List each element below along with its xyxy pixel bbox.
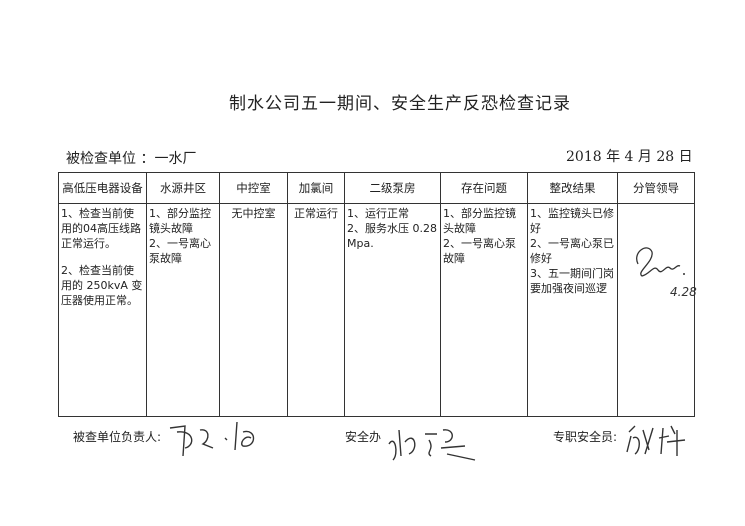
header-cell: 整改结果 bbox=[527, 172, 618, 204]
cell-line: 2、一号离心泵故障 bbox=[443, 237, 516, 265]
cell-leader-signature: 4.28 bbox=[617, 203, 697, 417]
table-header-row: 高低压电器设备 水源井区 中控室 加氯间 二级泵房 存在问题 整改结果 分管领导 bbox=[58, 172, 695, 204]
header-cell: 高低压电器设备 bbox=[58, 172, 147, 204]
document-title: 制水公司五一期间、安全生产反恐检查记录 bbox=[229, 94, 571, 114]
responsible-label: 被查单位负责人: bbox=[73, 430, 162, 444]
cell-pump-house: 1、运行正常 2、服务水压 0.28 Mpa. bbox=[344, 203, 441, 417]
responsible-signature bbox=[169, 421, 255, 457]
cell-line: 1、部分监控镜头故障 bbox=[149, 207, 211, 235]
inspection-date: 2018 年 4 月 28 日 bbox=[566, 149, 693, 165]
handwritten-signature: 4.28 bbox=[636, 247, 697, 299]
safety-office-label: 安全办 bbox=[345, 430, 382, 444]
cell-control-room: 无中控室 bbox=[219, 203, 288, 417]
cell-line: 3、五一期间门岗要加强夜间巡逻 bbox=[530, 267, 614, 295]
header-cell: 存在问题 bbox=[440, 172, 528, 204]
cell-line: 1、部分监控镜头故障 bbox=[443, 207, 516, 235]
header-cell: 水源井区 bbox=[146, 172, 220, 204]
cell-water-source: 1、部分监控镜头故障 2、一号离心泵故障 bbox=[146, 203, 220, 417]
cell-problems: 1、部分监控镜头故障 2、一号离心泵故障 bbox=[440, 203, 528, 417]
header-cell: 分管领导 bbox=[617, 172, 695, 204]
cell-line: 2、检查当前使用的 250kvA 变压器使用正常。 bbox=[61, 264, 143, 307]
signature-date: 4.28 bbox=[670, 285, 697, 299]
cell-line: 2、一号离心泵已修好 bbox=[530, 237, 614, 265]
header-cell: 中控室 bbox=[219, 172, 288, 204]
safety-office-signature bbox=[388, 429, 476, 461]
cell-line: 1、运行正常 bbox=[347, 207, 409, 220]
cell-rectification: 1、监控镜头已修好 2、一号离心泵已修好 3、五一期间门岗要加强夜间巡逻 bbox=[527, 203, 618, 417]
safety-officer-signature bbox=[626, 425, 686, 456]
cell-line: 2、一号离心泵故障 bbox=[149, 237, 211, 265]
header-cell: 二级泵房 bbox=[344, 172, 441, 204]
cell-electrical: 1、检查当前使用的04高压线路正常运行。 2、检查当前使用的 250kvA 变压… bbox=[58, 203, 147, 417]
header-cell: 加氯间 bbox=[287, 172, 345, 204]
cell-chlorine-room: 正常运行 bbox=[287, 203, 345, 417]
table-row: 1、检查当前使用的04高压线路正常运行。 2、检查当前使用的 250kvA 变压… bbox=[58, 203, 697, 417]
safety-officer-label: 专职安全员: bbox=[553, 430, 618, 444]
cell-line: 2、服务水压 0.28 Mpa. bbox=[347, 222, 437, 250]
inspection-table: 高低压电器设备 水源井区 中控室 加氯间 二级泵房 存在问题 整改结果 分管领导… bbox=[58, 172, 697, 417]
cell-line: 1、检查当前使用的04高压线路正常运行。 bbox=[61, 207, 141, 250]
inspected-unit: 被检查单位 ：一水厂 bbox=[66, 151, 197, 167]
cell-line: 1、监控镜头已修好 bbox=[530, 207, 614, 235]
